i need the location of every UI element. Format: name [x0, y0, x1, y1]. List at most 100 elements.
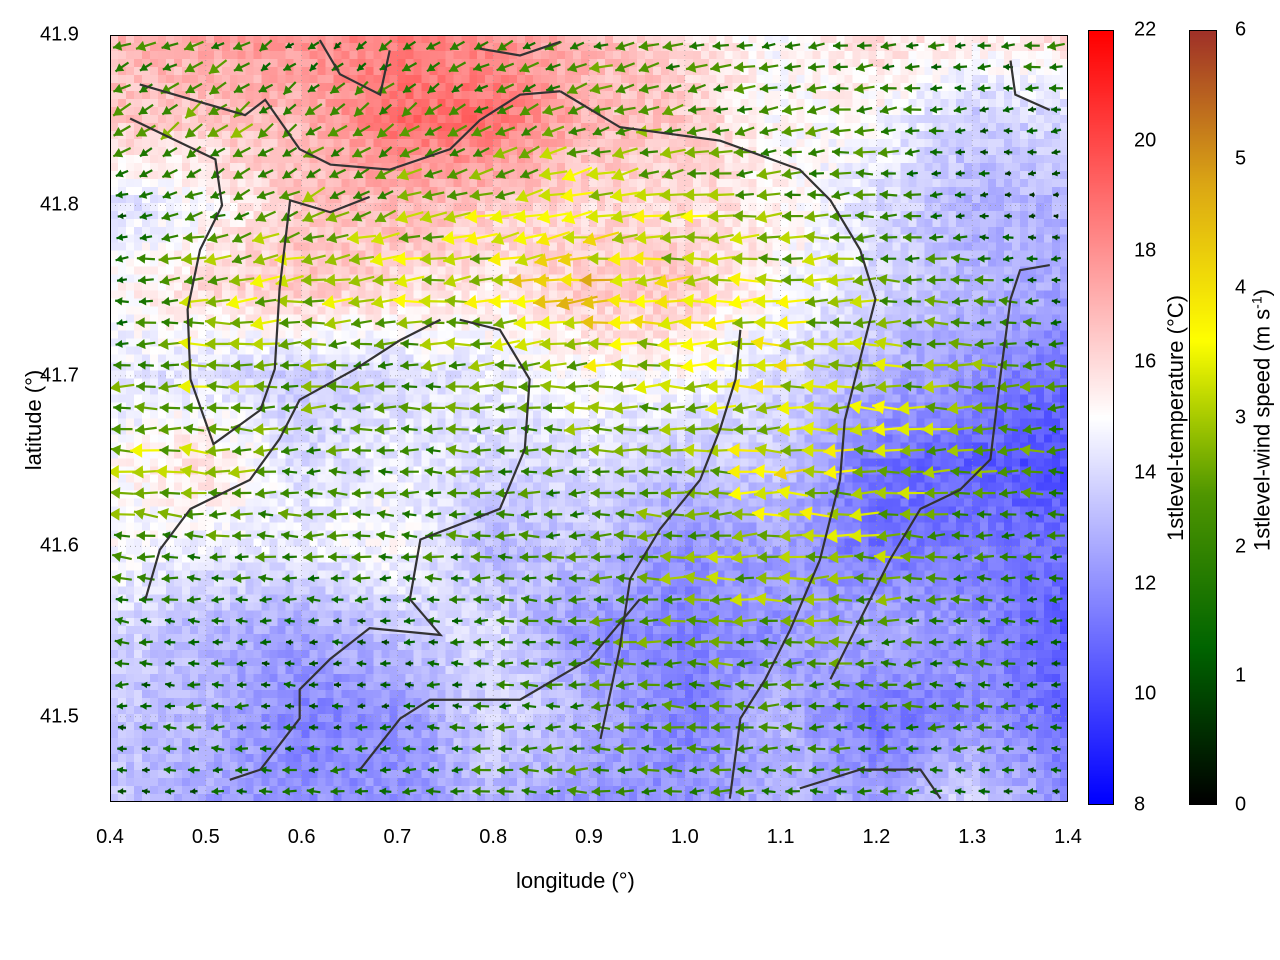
wind-vector-head [829, 168, 840, 180]
wind-vector-head [873, 549, 886, 564]
wind-vector-head [710, 167, 720, 180]
wind-vector [1025, 723, 1039, 732]
wind-vector-head [397, 168, 410, 181]
wind-vector [1026, 127, 1038, 135]
wind-vector-head [615, 701, 625, 711]
wind-vector [211, 595, 225, 604]
wind-vector-head [853, 381, 864, 393]
wind-vector-head [590, 530, 601, 542]
wind-vector-head [639, 83, 649, 94]
wind-vector-head [116, 233, 124, 242]
wind-vector-head [542, 104, 554, 116]
wind-vector [351, 210, 372, 222]
wind-vector [1045, 381, 1067, 393]
wind-vector-head [496, 445, 505, 456]
wind-vector [496, 445, 514, 456]
wind-vector-head [753, 358, 766, 373]
wind-vector-head [514, 337, 528, 352]
wind-vector-head [352, 509, 362, 520]
wind-vector-head [521, 786, 530, 796]
wind-vector-head [402, 787, 411, 796]
wind-vector-head [283, 723, 291, 732]
wind-vector [784, 83, 801, 93]
wind-vector [136, 552, 155, 562]
wind-vector [1027, 787, 1038, 795]
wind-vector [110, 444, 134, 456]
wind-vector [395, 210, 424, 224]
wind-vector [543, 424, 563, 434]
wind-vector [183, 40, 204, 52]
wind-vector [710, 679, 731, 690]
wind-vector [260, 745, 272, 753]
wind-vector-head [775, 315, 789, 331]
wind-vector [1052, 234, 1060, 241]
wind-vector-head [427, 595, 434, 604]
wind-vector [689, 41, 705, 51]
wind-vector-head [449, 595, 457, 605]
wind-vector [709, 509, 733, 521]
wind-vector [140, 617, 152, 625]
wind-vector-head [736, 41, 745, 51]
wind-vector-head [351, 317, 362, 329]
wind-vector-head [710, 764, 720, 776]
wind-vector-head [278, 338, 289, 350]
wind-vector-head [750, 379, 764, 394]
wind-vector-head [331, 148, 340, 157]
wind-vector [881, 638, 896, 647]
wind-vector [591, 551, 611, 563]
wind-vector [211, 702, 225, 711]
wind-vector [665, 62, 680, 72]
wind-vector [1049, 616, 1063, 625]
wind-vector-head [855, 210, 864, 222]
wind-vector [879, 189, 898, 200]
wind-vector-head [426, 616, 435, 625]
wind-vector-head [490, 337, 504, 352]
wind-vector-head [545, 787, 554, 796]
wind-vector-head [830, 125, 840, 137]
wind-vector [426, 82, 440, 94]
wind-vector-head [303, 530, 314, 542]
wind-vector [954, 681, 966, 689]
wind-vector [761, 765, 777, 775]
wind-vector-head [543, 743, 553, 755]
wind-vector-head [449, 105, 460, 115]
wind-vector [759, 743, 778, 754]
wind-vector [950, 594, 970, 605]
wind-vector [874, 486, 902, 500]
wind-vector [228, 465, 256, 479]
wind-vector-head [1003, 788, 1010, 795]
wind-vector [113, 402, 131, 413]
wind-vector-head [614, 466, 624, 478]
wind-vector-head [1051, 681, 1058, 689]
wind-vector-head [207, 126, 220, 137]
wind-vector-head [469, 380, 480, 393]
wind-vector [750, 379, 787, 394]
wind-vector-head [593, 595, 601, 604]
wind-vector [207, 232, 229, 244]
wind-vector [258, 509, 274, 519]
wind-vector-head [472, 424, 482, 435]
wind-vector-head [328, 339, 338, 349]
wind-vector-head [188, 659, 195, 668]
wind-vector [184, 100, 204, 119]
wind-vector-head [324, 316, 337, 330]
wind-vector-head [1046, 445, 1056, 456]
wind-vector [497, 765, 514, 775]
wind-vector-head [399, 126, 411, 137]
wind-vector-head [978, 787, 986, 796]
wind-vector [376, 82, 395, 95]
wind-vector [114, 61, 130, 73]
wind-vector [688, 701, 706, 711]
wind-vector-head [330, 106, 340, 116]
wind-vector [931, 745, 942, 753]
wind-vector-head [854, 551, 864, 563]
wind-vector-head [1000, 573, 1009, 583]
wind-vector [1005, 170, 1012, 177]
wind-vector [1023, 552, 1041, 562]
wind-vector-head [445, 380, 456, 393]
wind-vector-head [371, 231, 385, 245]
wind-vector [1049, 84, 1064, 93]
wind-vector-head [905, 787, 914, 796]
wind-vector-head [658, 316, 671, 331]
wind-vector-head [589, 83, 601, 95]
